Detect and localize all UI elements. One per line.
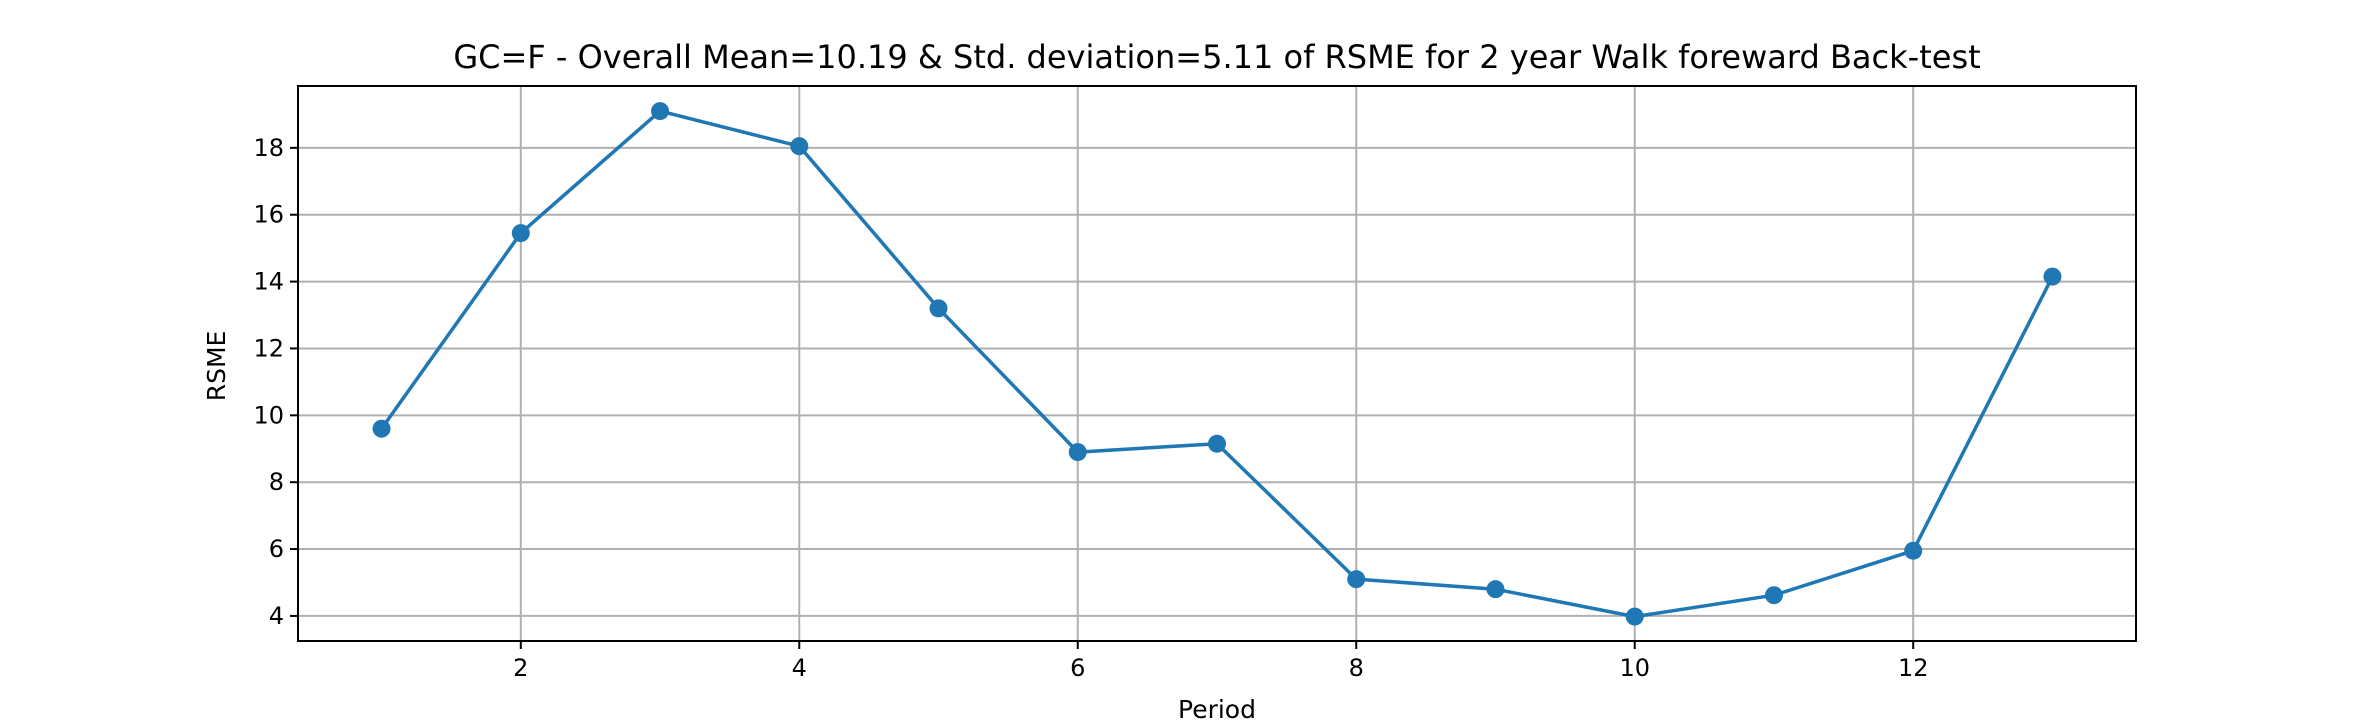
y-tick-label: 4	[269, 602, 284, 630]
data-point	[790, 137, 809, 156]
y-tick-label: 6	[269, 535, 284, 563]
x-tick-label: 6	[1070, 654, 1085, 682]
x-tick-label: 4	[792, 654, 807, 682]
y-tick-label: 12	[253, 334, 284, 362]
data-point	[651, 102, 670, 121]
x-tick-label: 12	[1898, 654, 1929, 682]
data-point	[1625, 607, 1644, 626]
y-tick-label: 8	[269, 468, 284, 496]
data-point	[511, 224, 530, 243]
plot-frame	[297, 85, 2137, 642]
data-point	[372, 419, 391, 438]
grid	[298, 86, 2136, 641]
data-point	[1486, 580, 1505, 599]
series-layer	[372, 102, 2062, 626]
x-tick-label: 8	[1349, 654, 1364, 682]
y-tick-label: 14	[253, 268, 284, 296]
data-point	[929, 299, 948, 318]
y-axis-title: RSME	[202, 331, 231, 402]
x-tick-label: 10	[1619, 654, 1650, 682]
x-axis-title: Period	[1178, 695, 1256, 720]
data-point	[2043, 267, 2062, 286]
chart-title: GC=F - Overall Mean=10.19 & Std. deviati…	[453, 38, 1980, 76]
y-tick-label: 16	[253, 201, 284, 229]
data-point	[1068, 443, 1087, 462]
data-point	[1347, 570, 1366, 589]
x-tick-label: 2	[513, 654, 528, 682]
data-point	[1208, 434, 1226, 453]
y-tick-label: 18	[253, 134, 284, 162]
y-tick-label: 10	[253, 401, 284, 429]
data-point	[1904, 541, 1923, 560]
ticks: 2 4 6 8 10 12 4 6 8 10 12 14 16 18	[253, 134, 1928, 682]
data-point	[1764, 586, 1783, 605]
